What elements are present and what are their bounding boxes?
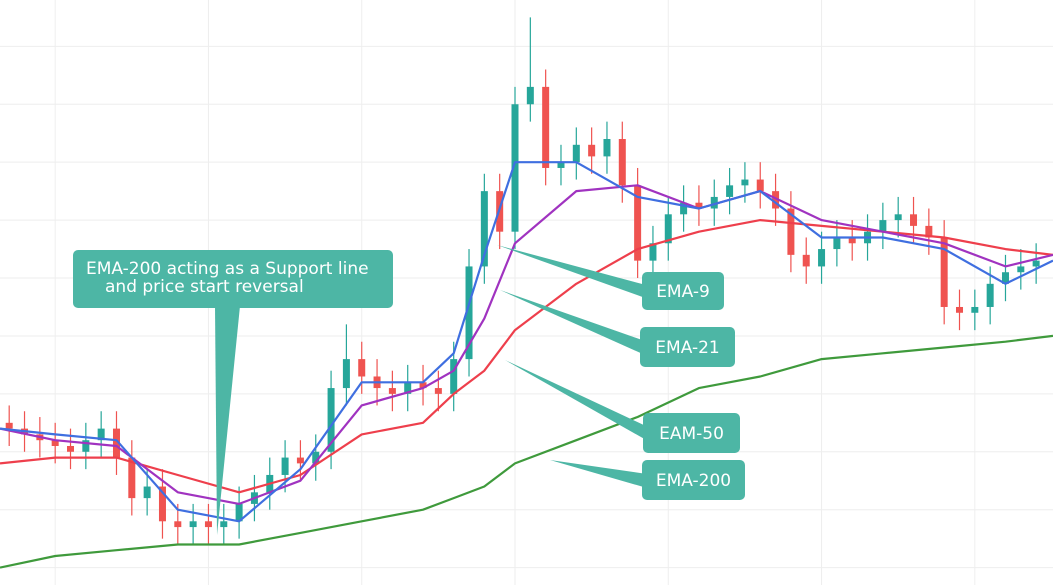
candle-body	[649, 243, 657, 261]
callout-pointer	[497, 245, 647, 299]
series-label: EMA-200	[656, 471, 731, 491]
candle-body	[664, 214, 672, 244]
candle-body	[358, 359, 366, 377]
candle-body	[465, 266, 473, 360]
annotation-line: and price start reversal	[105, 277, 304, 297]
ema-line	[0, 184, 1053, 505]
callout-box	[640, 327, 735, 367]
candle-body	[97, 428, 105, 441]
ema-line	[0, 334, 1053, 569]
candle-body	[450, 359, 458, 394]
candle-body	[634, 185, 642, 261]
candle-body	[112, 428, 120, 458]
callout-pointer	[500, 290, 645, 355]
candle-body	[588, 144, 596, 157]
series-label: EMA-21	[655, 338, 719, 358]
candle-body	[603, 139, 611, 157]
candle-body	[5, 422, 13, 429]
candle-body	[879, 220, 887, 232]
candle-body	[1032, 260, 1040, 267]
candle-body	[848, 237, 856, 244]
candle-body	[772, 191, 780, 209]
candle-body	[204, 521, 212, 528]
candle-body	[281, 457, 289, 475]
ema-line	[0, 161, 1053, 523]
candle-body	[419, 382, 427, 389]
callout-pointer	[550, 460, 647, 488]
candle-body	[143, 486, 151, 499]
candle-body	[480, 191, 488, 267]
candle-body	[434, 388, 442, 394]
candle-body	[51, 440, 59, 446]
callout-pointer	[505, 360, 648, 441]
candle-body	[986, 283, 994, 307]
candle-body	[726, 185, 734, 197]
callout-box	[642, 272, 724, 310]
candle-body	[235, 503, 243, 522]
candle-body	[925, 225, 933, 238]
candle-body	[526, 86, 534, 105]
ema-lines	[0, 161, 1053, 569]
candle-body	[833, 237, 841, 250]
candle-body	[67, 445, 75, 452]
candle-body	[128, 457, 136, 499]
candle-body	[910, 214, 918, 226]
candle-body	[680, 202, 688, 215]
candle-body	[695, 202, 703, 209]
candle-body	[557, 162, 565, 168]
candle-body	[404, 382, 412, 394]
callout-box	[642, 460, 745, 500]
candle-body	[158, 486, 166, 522]
candle-body	[756, 179, 764, 192]
candle-body	[312, 451, 320, 464]
candle-body	[296, 457, 304, 464]
candle-body	[741, 179, 749, 186]
callout-box	[643, 413, 740, 453]
candle-body	[189, 521, 197, 528]
candle-body	[511, 104, 519, 232]
candle-body	[1017, 266, 1025, 273]
candle-body	[342, 359, 350, 389]
annotation-line: EMA-200 acting as a Support line	[86, 259, 369, 279]
candle-body	[542, 86, 550, 168]
candle-body	[818, 249, 826, 267]
series-label: EAM-50	[659, 424, 724, 444]
candle-body	[802, 254, 810, 267]
callout-pointer	[215, 306, 240, 535]
series-label: EMA-9	[656, 282, 710, 302]
candle-body	[220, 521, 228, 528]
candle-body	[894, 214, 902, 221]
callout-box	[73, 250, 393, 308]
candle-body	[971, 306, 979, 313]
candle-body	[710, 196, 718, 209]
candle-body	[388, 388, 396, 394]
callouts: EMA-200 acting as a Support line and pri…	[73, 245, 745, 535]
candle-body	[956, 306, 964, 313]
candle-body	[940, 237, 948, 307]
candle-body	[618, 139, 626, 186]
candle-body	[787, 208, 795, 255]
candle-body	[82, 440, 90, 452]
candle-body	[174, 521, 182, 528]
candle-body	[327, 388, 335, 452]
candle-body	[1001, 272, 1009, 284]
candle-body	[572, 144, 580, 163]
